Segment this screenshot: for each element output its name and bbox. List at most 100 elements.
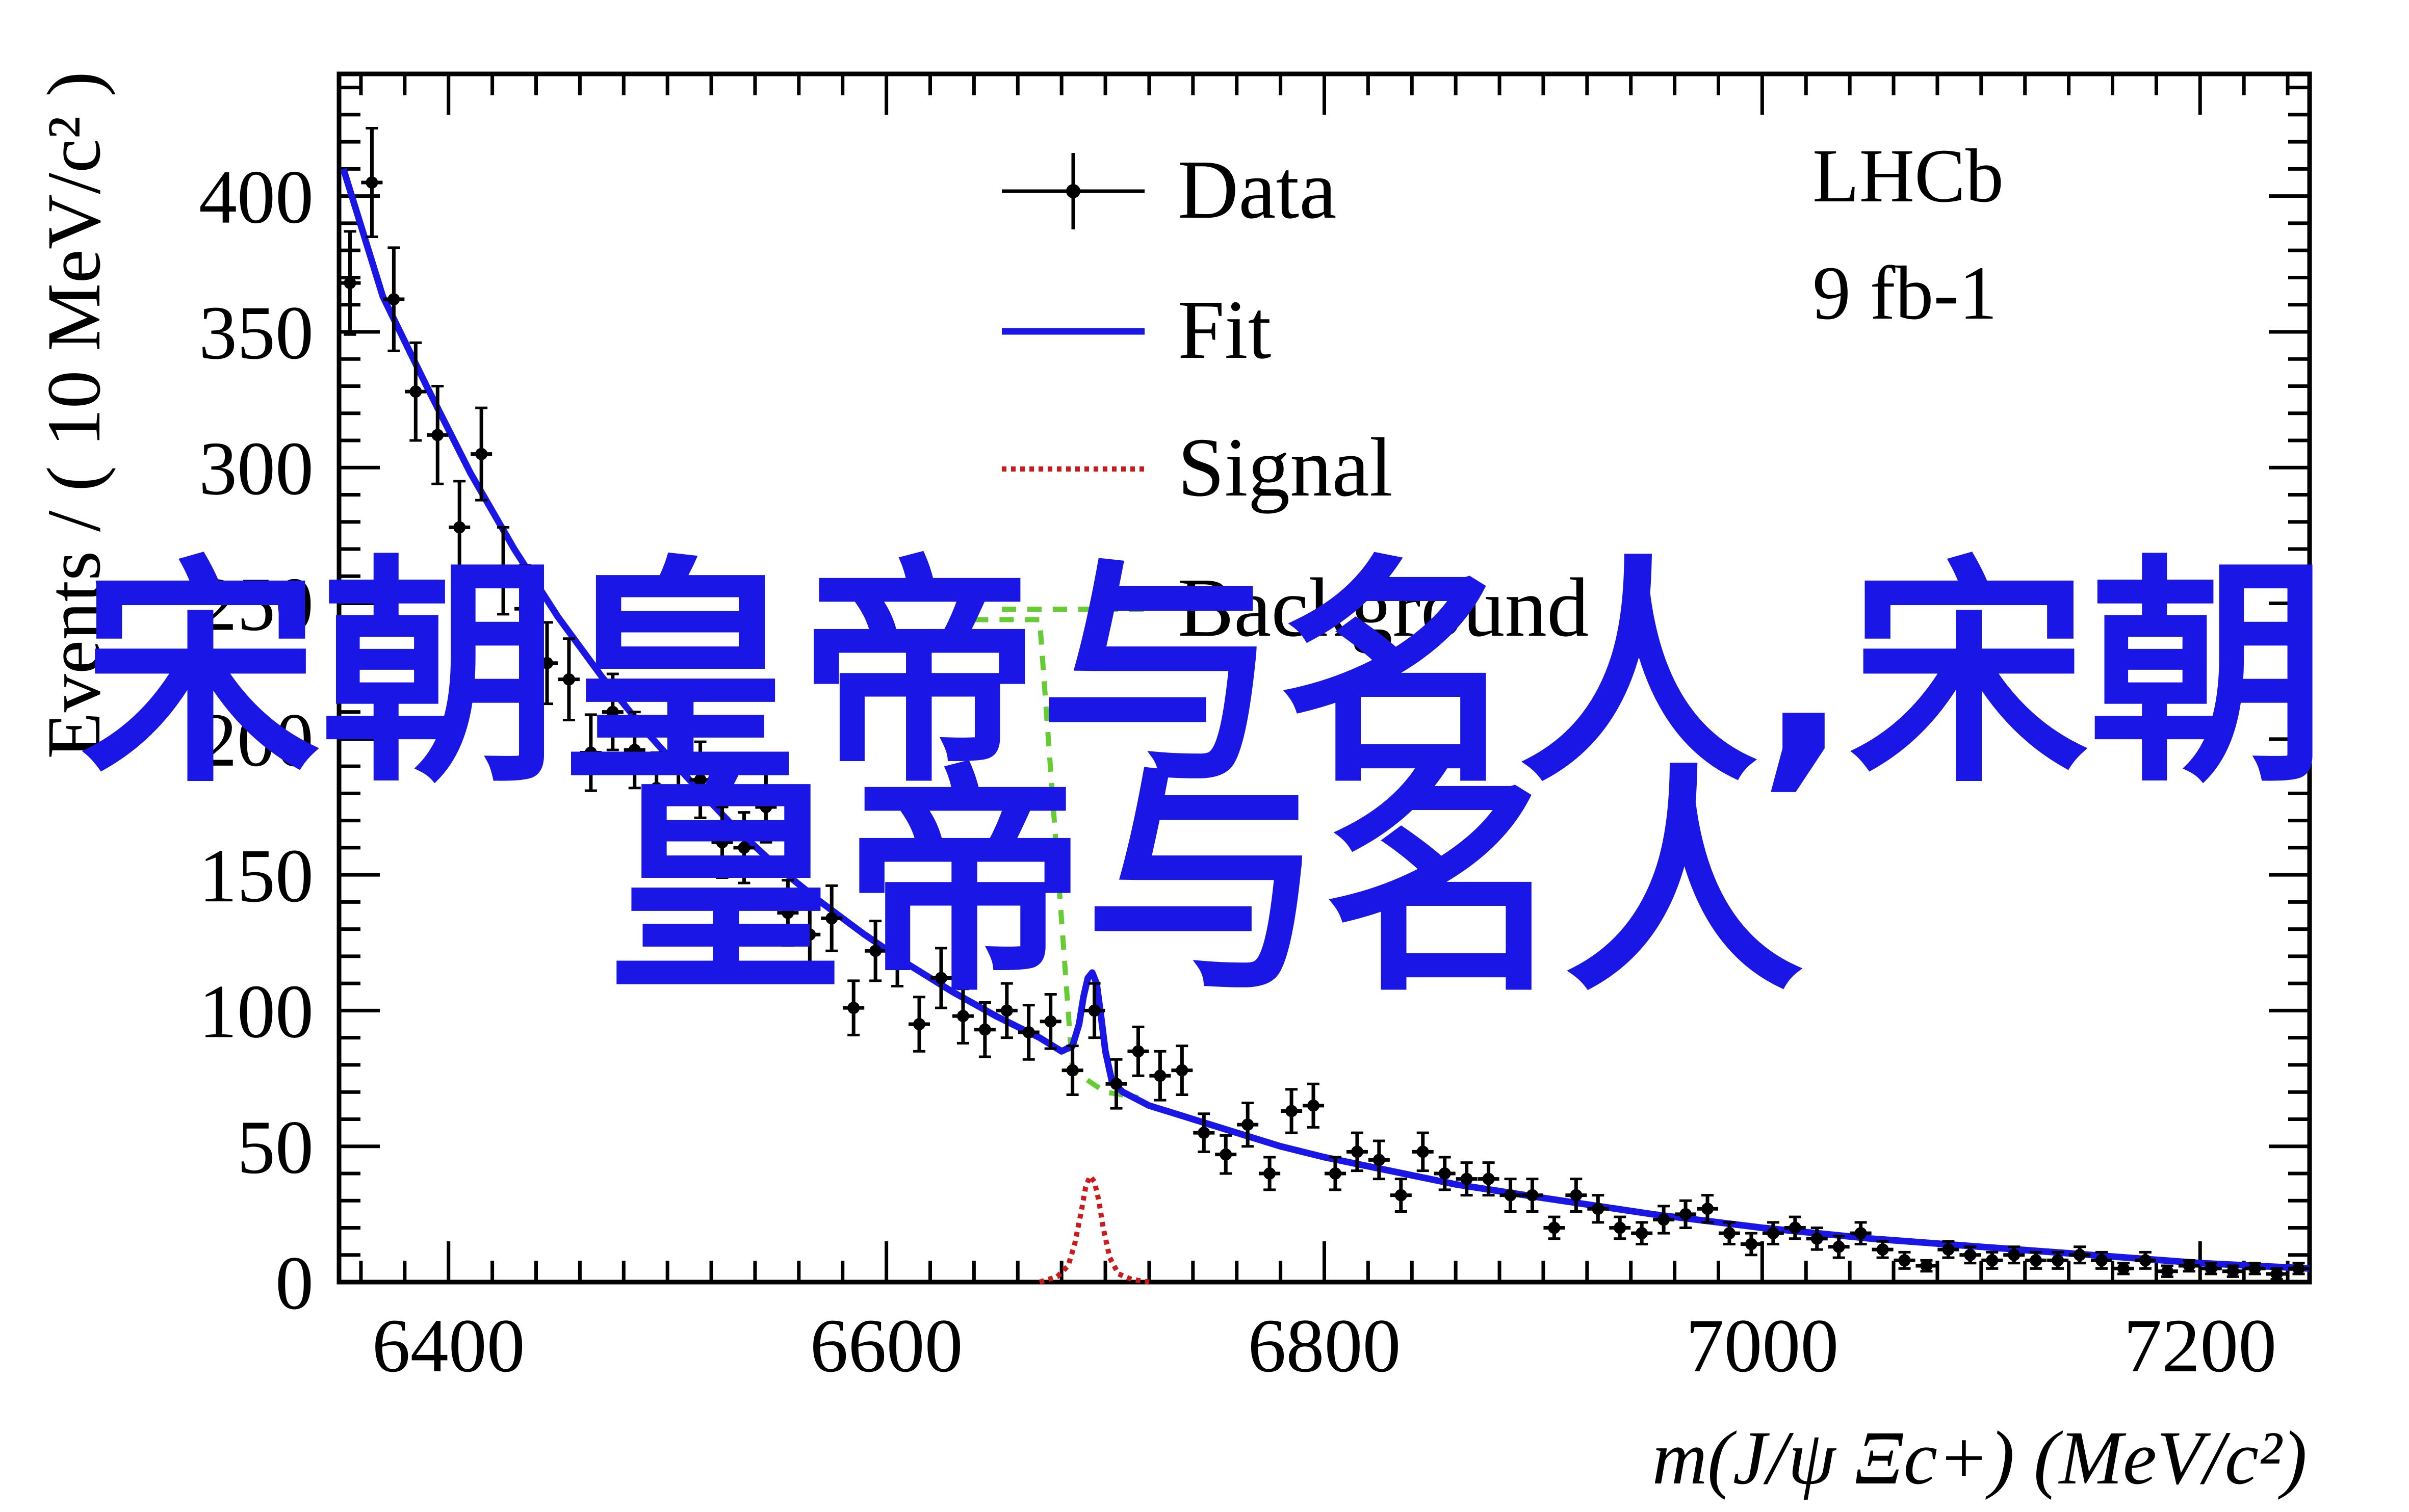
y-tick-label: 250 (199, 562, 314, 647)
data-point-marker (2226, 1265, 2239, 1278)
data-point-marker (1351, 1145, 1363, 1158)
data-point-marker (1416, 1145, 1429, 1158)
data-point (1281, 1088, 1303, 1134)
data-point (1412, 1131, 1434, 1172)
signal-curve (1039, 1171, 1150, 1285)
y-tick-label: 0 (275, 1241, 314, 1325)
data-point (2069, 1245, 2091, 1265)
data-point (930, 947, 952, 1009)
data-point-marker (453, 521, 466, 534)
data-point (667, 727, 689, 806)
data-point-marker (2117, 1262, 2130, 1275)
data-point (339, 230, 361, 336)
data-point (1346, 1131, 1368, 1172)
data-point (1171, 1045, 1193, 1097)
x-tick-label: 7000 (1686, 1304, 1838, 1388)
legend-entry: Signal (1002, 421, 1393, 514)
data-point-marker (650, 781, 663, 794)
data-point-marker (1986, 1254, 1999, 1267)
data-point (580, 713, 602, 792)
data-point-marker (738, 841, 750, 854)
data-point (2156, 1264, 2178, 1278)
legend-label: Signal (1178, 421, 1393, 514)
data-point (689, 740, 711, 819)
data-point-marker (956, 1010, 969, 1023)
y-tick-label: 150 (199, 833, 314, 918)
data-point-marker (1088, 1004, 1101, 1017)
data-point (777, 879, 799, 947)
data-point-marker (1220, 1148, 1232, 1161)
data-point (909, 996, 930, 1053)
data-point-marker (672, 760, 685, 773)
data-point (493, 526, 514, 616)
data-point-marker (475, 448, 488, 460)
data-point-marker (869, 945, 882, 957)
data-point-marker (1789, 1221, 1801, 1234)
y-tick-label: 400 (199, 155, 314, 240)
data-point (1981, 1250, 2003, 1270)
data-point (1521, 1178, 1543, 1213)
data-point (1040, 993, 1061, 1050)
data-point (449, 480, 471, 575)
data-point-marker (891, 950, 904, 962)
data-point (865, 920, 887, 982)
data-point-marker (562, 673, 575, 686)
data-point (2178, 1259, 2200, 1273)
y-tick-label: 50 (237, 1105, 314, 1190)
data-point (1762, 1221, 1784, 1245)
data-point (2288, 1262, 2310, 1275)
data-point (2266, 1267, 2288, 1281)
data-point (1237, 1101, 1259, 1148)
data-point (2134, 1250, 2156, 1270)
data-point (1959, 1245, 1981, 1265)
data-point-marker (1723, 1227, 1735, 1240)
data-point-marker (1241, 1118, 1254, 1131)
data-point (1894, 1250, 1915, 1270)
data-point-marker (847, 1002, 860, 1014)
data-point-marker (694, 773, 707, 786)
data-point-marker (1307, 1099, 1320, 1112)
data-point (427, 384, 449, 485)
data-point-marker (344, 277, 356, 290)
data-point (514, 564, 536, 654)
data-point (1653, 1205, 1675, 1235)
data-point (1061, 1045, 1083, 1097)
data-point-marker (978, 1023, 991, 1036)
x-axis-label: m(J/ψ Ξc+) (MeV/c²) (1652, 1416, 2307, 1500)
data-point-marker (1767, 1227, 1779, 1240)
data-point (1631, 1221, 1653, 1245)
data-point (799, 903, 821, 966)
plot-frame (336, 71, 2312, 1285)
data-point (1478, 1161, 1499, 1197)
data-point-marker (1263, 1167, 1276, 1180)
data-point-marker (1438, 1167, 1451, 1180)
data-point (1587, 1194, 1609, 1224)
data-point-marker (431, 429, 444, 441)
data-point-marker (1198, 1127, 1210, 1139)
data-point (2222, 1264, 2244, 1278)
data-point (1543, 1215, 1565, 1240)
data-point (1018, 1004, 1040, 1061)
legend-data-marker (1066, 184, 1080, 198)
y-tick-label: 100 (199, 969, 314, 1054)
data-point-marker (782, 906, 794, 919)
data-point (405, 341, 427, 442)
data-point-marker (2183, 1260, 2195, 1272)
data-point-marker (628, 744, 641, 757)
fit-curve (340, 168, 2310, 1272)
y-axis-label: Events / ( 10 MeV/c² ) (32, 71, 116, 759)
data-point (2025, 1250, 2047, 1270)
data-point (1565, 1178, 1587, 1213)
data-point (1193, 1112, 1215, 1153)
data-point-marker (2205, 1262, 2217, 1275)
data-point-marker (2161, 1265, 2173, 1278)
data-point-marker (497, 564, 510, 577)
data-point (1828, 1234, 1850, 1259)
data-point (996, 982, 1018, 1039)
data-point (1675, 1199, 1697, 1229)
data-point-marker (606, 706, 619, 718)
data-point (558, 637, 580, 722)
data-point-marker (1526, 1189, 1539, 1202)
data-point (974, 1001, 996, 1058)
data-point-marker (2052, 1254, 2064, 1267)
